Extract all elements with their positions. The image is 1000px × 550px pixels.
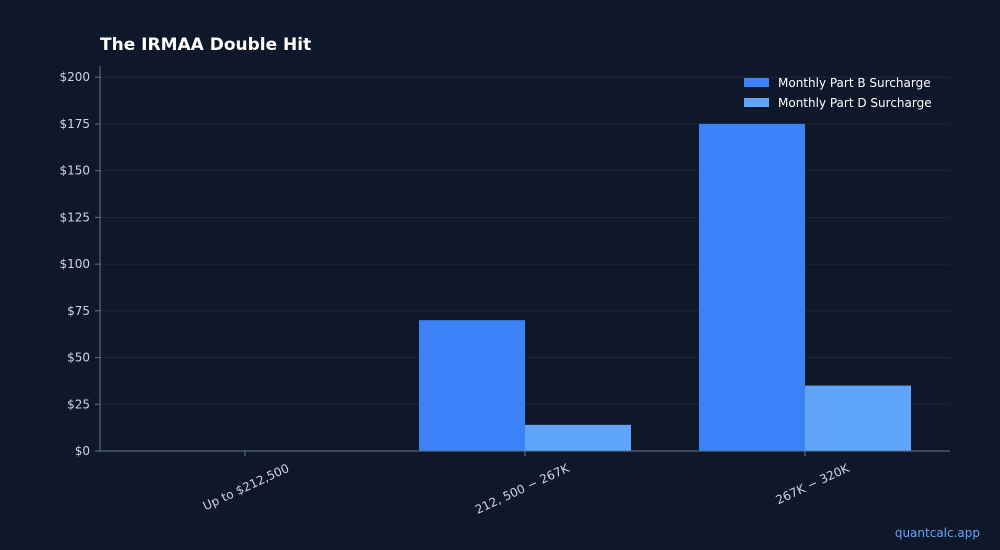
- x-tick-label: 267K − 320K: [774, 461, 853, 508]
- bar-part-d: [805, 385, 911, 451]
- legend: Monthly Part B Surcharge Monthly Part D S…: [744, 76, 932, 110]
- y-tick-label: $150: [59, 164, 90, 178]
- bars: [419, 123, 911, 451]
- chart-title: The IRMAA Double Hit: [100, 35, 311, 55]
- legend-label: Monthly Part D Surcharge: [778, 96, 932, 110]
- x-tick-label: 212, 500 − 267K: [473, 461, 572, 517]
- legend-swatch: [744, 78, 769, 87]
- y-axis-ticks: $0 $25 $50 $75 $100 $125 $150 $175 $200: [59, 70, 100, 458]
- y-tick-label: $175: [59, 117, 90, 131]
- x-axis-ticks: Up to $212,500 212, 500 − 267K 267K − 320K: [201, 451, 853, 517]
- bar-part-b: [419, 320, 525, 451]
- bar-part-d: [525, 424, 631, 451]
- y-tick-label: $200: [59, 70, 90, 84]
- x-tick-label: Up to $212,500: [201, 461, 292, 513]
- y-tick-label: $75: [67, 304, 90, 318]
- y-tick-label: $100: [59, 257, 90, 271]
- y-tick-label: $125: [59, 210, 90, 224]
- watermark-text: quantcalc.app: [895, 526, 980, 540]
- y-tick-label: $25: [67, 397, 90, 411]
- y-tick-label: $50: [67, 351, 90, 365]
- legend-label: Monthly Part B Surcharge: [778, 76, 931, 90]
- y-tick-label: $0: [75, 444, 90, 458]
- grid-lines: [100, 76, 950, 452]
- bar-part-b: [699, 123, 805, 451]
- legend-swatch: [744, 98, 769, 107]
